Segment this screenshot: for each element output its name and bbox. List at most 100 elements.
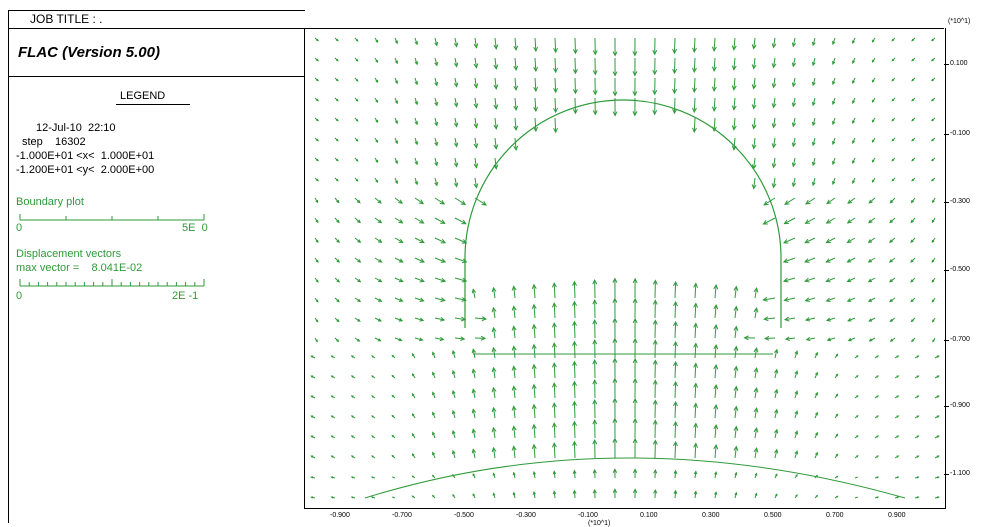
displacement-vector xyxy=(775,494,777,498)
displacement-vector xyxy=(875,416,878,418)
title-divider xyxy=(8,76,304,77)
y-range: -1.200E+01 <y< 2.000E+00 xyxy=(16,164,154,177)
displacement-vector xyxy=(332,456,335,458)
displacement-vector xyxy=(613,38,617,56)
job-title: JOB TITLE : . xyxy=(30,12,102,26)
displacement-vector xyxy=(375,158,377,162)
displacement-vector xyxy=(805,278,815,282)
displacement-vector xyxy=(492,428,496,438)
displacement-vector xyxy=(573,98,577,113)
x-tick-label: 0.100 xyxy=(640,512,658,519)
displacement-vector xyxy=(633,469,636,478)
displacement-vector xyxy=(433,412,435,418)
displacement-vector xyxy=(653,360,657,378)
displacement-vector xyxy=(792,38,795,46)
displacement-vector xyxy=(553,118,557,132)
displacement-vector xyxy=(673,98,677,113)
displacement-vector xyxy=(784,238,795,243)
displacement-vector xyxy=(375,98,377,102)
displacement-vector xyxy=(932,118,935,121)
displacement-vector xyxy=(494,98,498,109)
displacement-vector xyxy=(413,354,415,358)
displacement-vector xyxy=(392,376,395,378)
displacement-vector xyxy=(772,58,776,67)
displacement-vector xyxy=(694,364,698,378)
displacement-vector xyxy=(395,118,397,123)
displacement-vector xyxy=(553,78,557,92)
displacement-vector xyxy=(714,305,718,318)
x-tick-label: -0.100 xyxy=(578,512,598,519)
displacement-vector xyxy=(415,238,424,243)
displacement-vector xyxy=(573,491,576,498)
displacement-scale-max: 2E -1 xyxy=(172,290,198,303)
displacement-vector xyxy=(752,118,756,129)
displacement-vector xyxy=(435,118,438,125)
displacement-scale-min: 0 xyxy=(16,290,22,303)
displacement-vector xyxy=(514,38,518,50)
displacement-vector xyxy=(895,477,898,478)
displacement-vector xyxy=(311,436,315,438)
displacement-vector xyxy=(815,496,817,498)
displacement-vector xyxy=(911,198,915,202)
displacement-vector xyxy=(332,356,335,358)
displacement-vector xyxy=(375,238,382,242)
displacement-vector xyxy=(553,98,557,112)
displacement-vector xyxy=(352,416,355,418)
displacement-vector xyxy=(855,436,858,438)
displacement-vector xyxy=(593,340,597,358)
displacement-vector xyxy=(332,396,335,398)
displacement-vector xyxy=(395,238,403,242)
displacement-vector xyxy=(613,419,617,438)
displacement-vector xyxy=(869,298,875,301)
displacement-vector xyxy=(792,158,795,166)
x-tick-label: -0.900 xyxy=(330,512,350,519)
displacement-vector xyxy=(835,414,838,418)
displacement-vector xyxy=(735,473,737,478)
displacement-vector xyxy=(415,278,424,282)
displacement-vector xyxy=(694,424,698,438)
displacement-vector xyxy=(752,178,756,189)
displacement-vector xyxy=(395,318,402,321)
displacement-vector xyxy=(475,317,486,321)
displacement-vector xyxy=(532,405,536,418)
displacement-vector xyxy=(853,98,855,103)
displacement-vector xyxy=(734,387,738,398)
displacement-vector xyxy=(573,38,577,53)
displacement-vector xyxy=(613,339,617,358)
displacement-vector xyxy=(912,178,915,181)
displacement-vector xyxy=(494,38,498,49)
displacement-vector xyxy=(692,58,696,72)
displacement-vector xyxy=(352,356,355,358)
displacement-vector xyxy=(694,444,698,458)
displacement-vector xyxy=(694,384,698,398)
displacement-vector xyxy=(784,298,795,302)
boundary-plot-label: Boundary plot xyxy=(16,196,84,209)
displacement-vector xyxy=(774,350,777,358)
displacement-vector xyxy=(415,258,424,262)
displacement-vector xyxy=(875,456,878,458)
displacement-vector xyxy=(435,218,445,223)
displacement-vector xyxy=(714,365,718,378)
displacement-vector xyxy=(472,389,475,398)
displacement-vector xyxy=(335,338,338,341)
displacement-vector xyxy=(593,360,597,378)
displacement-vector xyxy=(633,299,637,318)
displacement-vector xyxy=(732,78,736,90)
displacement-vector xyxy=(435,238,445,243)
displacement-vector xyxy=(735,493,737,498)
displacement-vector xyxy=(552,403,556,418)
displacement-vector xyxy=(694,284,698,298)
displacement-vector xyxy=(915,436,919,438)
displacement-vector xyxy=(352,497,355,498)
displacement-vector xyxy=(335,258,339,262)
displacement-vector xyxy=(315,78,318,81)
displacement-vector xyxy=(454,38,457,47)
displacement-vector xyxy=(633,319,637,338)
displacement-vector xyxy=(573,471,576,478)
displacement-vector xyxy=(474,138,478,148)
displacement-vector xyxy=(512,366,516,378)
displacement-vector xyxy=(415,58,418,64)
displacement-vector xyxy=(552,343,556,358)
displacement-vector xyxy=(826,238,835,243)
displacement-vector xyxy=(935,396,939,398)
